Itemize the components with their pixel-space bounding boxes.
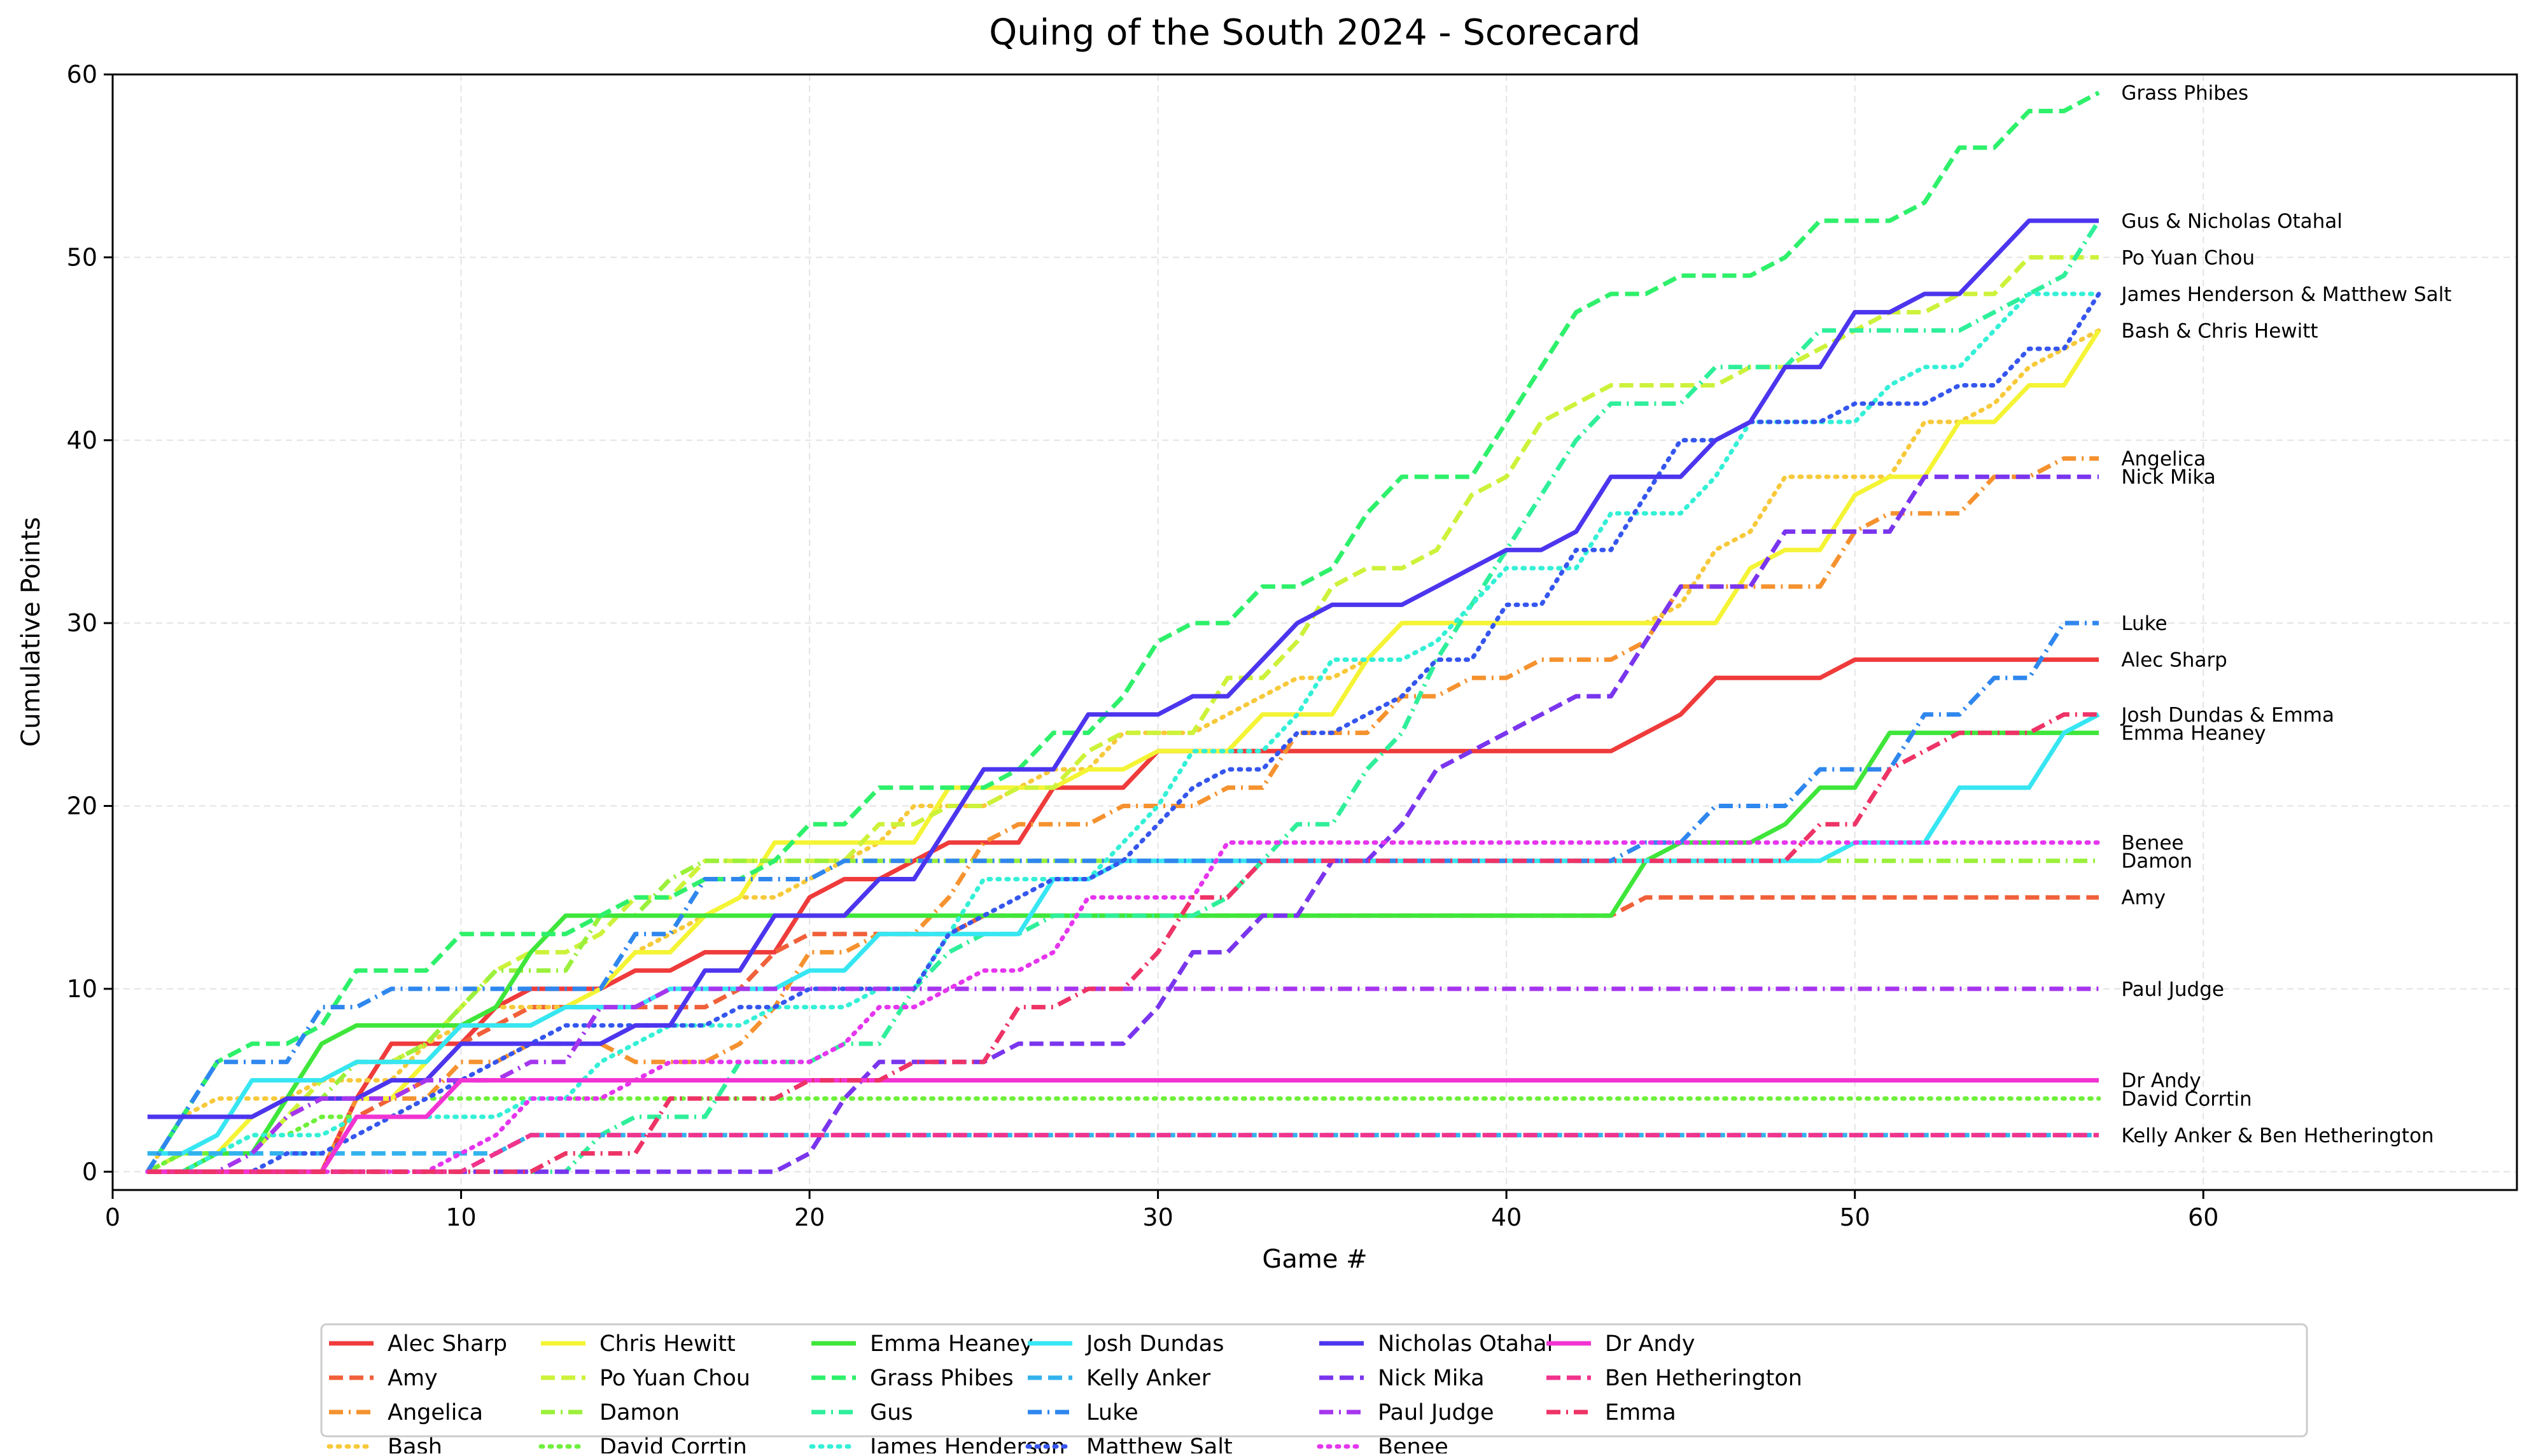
series-line-nick-mika	[147, 474, 2099, 1174]
end-label: Emma Heaney	[2121, 722, 2266, 745]
end-label: Gus & Nicholas Otahal	[2121, 210, 2343, 233]
legend-label: Amy	[388, 1366, 438, 1391]
x-tick-label: 50	[1840, 1203, 1870, 1231]
series-line-benee	[145, 840, 2101, 1174]
end-label: Dr Andy	[2121, 1070, 2201, 1093]
legend-box	[320, 1323, 2308, 1438]
x-tick-label: 40	[1491, 1203, 1522, 1231]
x-tick-label: 20	[794, 1203, 825, 1231]
end-label: Bash & Chris Hewitt	[2121, 319, 2318, 342]
series-line-james-henderson	[145, 291, 2101, 1174]
legend-label: Damon	[599, 1400, 680, 1425]
y-axis-label: Cumulative Points	[17, 517, 46, 746]
axes-layer: 0 10 20 30 40 50 60 0 10 20 30 40 50 60	[67, 60, 2518, 1231]
end-label: Benee	[2121, 832, 2183, 855]
y-tick-label: 40	[67, 426, 97, 454]
legend-label: Angelica	[388, 1400, 483, 1425]
legend-label: Josh Dundas	[1085, 1331, 1224, 1357]
x-tick-label: 60	[2188, 1203, 2218, 1231]
series-line-emma	[147, 712, 2099, 1174]
legend-label: Emma Heaney	[870, 1331, 1033, 1357]
legend-label: Bash	[388, 1434, 442, 1453]
legend-label: Matthew Salt	[1086, 1434, 1233, 1453]
series-line-paul-judge	[147, 986, 2099, 1174]
annotation-layer: Grass Phibes Gus & Nicholas Otahal Po Yuan…	[2120, 82, 2451, 1147]
y-tick-label: 10	[67, 975, 97, 1003]
legend-label: James Henderson	[869, 1434, 1065, 1453]
legend-label: Dr Andy	[1605, 1331, 1695, 1357]
legend-label: Benee	[1378, 1434, 1448, 1453]
end-label: Amy	[2121, 886, 2166, 909]
series-line-grass-phibes	[145, 90, 2100, 1173]
y-tick-label: 0	[82, 1158, 97, 1186]
series-line-josh-dundas	[147, 712, 2100, 1156]
x-axis-label: Game #	[1262, 1245, 1367, 1274]
y-tick-label: 20	[67, 792, 97, 820]
x-tick-label: 0	[105, 1203, 120, 1231]
legend-label: Ben Hetherington	[1605, 1366, 1802, 1391]
legend-label: Paul Judge	[1378, 1400, 1494, 1425]
legend-label: Alec Sharp	[388, 1331, 507, 1357]
end-label: Po Yuan Chou	[2121, 246, 2255, 269]
series-line-angelica	[147, 456, 2099, 1174]
x-tick-label: 10	[445, 1203, 476, 1231]
series-line-luke	[145, 620, 2099, 1173]
end-label: Kelly Anker & Ben Hetherington	[2121, 1124, 2434, 1147]
y-tick-label: 60	[67, 60, 97, 88]
legend-label: Emma	[1605, 1400, 1676, 1425]
end-label: Paul Judge	[2121, 978, 2224, 1001]
x-tick-label: 30	[1142, 1203, 1173, 1231]
legend: Alec Sharp Amy Angelica Bash Chris Hewitt Po …	[320, 1323, 2308, 1456]
legend-label: Kelly Anker	[1086, 1366, 1211, 1391]
series-line-ben-hetherington	[147, 1133, 2099, 1174]
series-line-matthew-salt	[145, 291, 2101, 1174]
legend-label: Grass Phibes	[870, 1366, 1014, 1391]
legend-label: Nick Mika	[1378, 1366, 1485, 1391]
end-label: Angelica	[2121, 447, 2206, 470]
chart-title: Quing of the South 2024 - Scorecard	[989, 12, 1641, 53]
legend-label: Chris Hewitt	[599, 1331, 736, 1357]
series-line-nicholas-otahal	[147, 218, 2099, 1119]
plot-frame	[111, 73, 2518, 1191]
y-tick-label: 30	[67, 609, 97, 637]
legend-label: Po Yuan Chou	[599, 1366, 750, 1391]
legend-label: David Corrtin	[599, 1434, 747, 1453]
end-label: David Corrtin	[2121, 1088, 2252, 1110]
end-label: Damon	[2121, 850, 2192, 873]
series-layer	[145, 90, 2101, 1174]
legend-label: Luke	[1086, 1400, 1138, 1425]
end-label: Nick Mika	[2121, 466, 2215, 489]
end-label: Alec Sharp	[2121, 649, 2227, 672]
legend-label: Gus	[870, 1400, 913, 1425]
end-label: Josh Dundas & Emma	[2120, 704, 2334, 727]
legend-label: Nicholas Otahal	[1378, 1331, 1553, 1357]
end-label: James Henderson & Matthew Salt	[2120, 283, 2451, 306]
end-label: Luke	[2121, 612, 2167, 635]
end-label: Grass Phibes	[2121, 82, 2248, 105]
y-tick-label: 50	[67, 243, 97, 271]
